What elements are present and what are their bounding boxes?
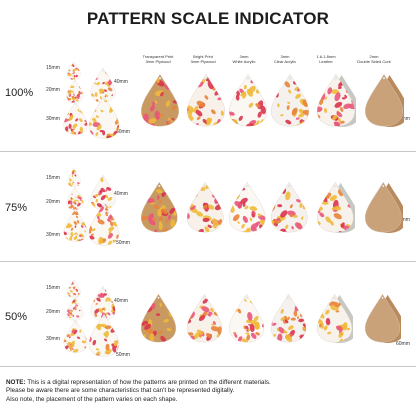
size-label: 50mm bbox=[116, 240, 130, 246]
section-divider bbox=[0, 261, 416, 262]
size-sample-50mm bbox=[88, 95, 120, 139]
material-sample bbox=[316, 73, 356, 127]
size-label: 30mm bbox=[46, 232, 60, 238]
section-divider bbox=[0, 366, 416, 367]
material-sample bbox=[186, 73, 226, 127]
size-sample-15mm bbox=[67, 168, 81, 187]
size-sample-40mm bbox=[90, 67, 116, 103]
material-sample bbox=[364, 181, 403, 233]
size-label: 50mm bbox=[116, 352, 130, 358]
material-sample bbox=[140, 73, 180, 127]
scale-label-100: 100% bbox=[5, 87, 34, 99]
size-label: 15mm bbox=[46, 285, 60, 291]
material-sample bbox=[186, 293, 223, 343]
size-label: 50mm bbox=[116, 129, 130, 135]
size-sample-15mm bbox=[67, 61, 81, 80]
material-sample bbox=[228, 293, 265, 343]
size-sample-15mm bbox=[67, 279, 81, 298]
size-label: 15mm bbox=[46, 175, 60, 181]
material-sample bbox=[270, 181, 308, 233]
size-sample-50mm bbox=[88, 313, 120, 357]
col-head-bright-plywood: Bright Print 3mm Plywood bbox=[190, 54, 216, 64]
section-divider bbox=[0, 151, 416, 152]
material-sample bbox=[270, 73, 310, 127]
material-sample bbox=[364, 293, 401, 343]
size-sample-20mm bbox=[66, 79, 84, 103]
material-sample bbox=[228, 73, 268, 127]
material-sample bbox=[316, 293, 353, 343]
material-sample bbox=[364, 73, 404, 127]
size-label: 30mm bbox=[46, 116, 60, 122]
scale-label-75: 75% bbox=[5, 202, 28, 214]
size-sample-50mm bbox=[88, 202, 120, 246]
col-head-white-acrylic: 3mm White Acrylic bbox=[232, 54, 256, 64]
size-label: 20mm bbox=[46, 199, 60, 205]
col-head-transparent-plywood: Transparent Print 3mm Plywood bbox=[142, 54, 174, 64]
size-label: 20mm bbox=[46, 309, 60, 315]
size-label: 20mm bbox=[46, 87, 60, 93]
material-sample bbox=[140, 181, 178, 233]
size-sample-20mm bbox=[66, 186, 84, 210]
size-sample-20mm bbox=[66, 297, 84, 321]
size-label: 40mm bbox=[114, 79, 128, 85]
size-sample-30mm bbox=[63, 101, 88, 135]
size-sample-40mm bbox=[90, 174, 116, 210]
size-label: 60mm bbox=[396, 217, 410, 223]
col-head-leather: 1.6-1.8mm Leather bbox=[316, 54, 336, 64]
scale-label-50: 50% bbox=[5, 311, 28, 323]
note-text: NOTE: This is a digital representation o… bbox=[6, 379, 271, 403]
material-sample bbox=[140, 293, 177, 343]
material-sample bbox=[270, 293, 307, 343]
material-sample bbox=[186, 181, 224, 233]
size-label: 40mm bbox=[114, 191, 128, 197]
material-sample bbox=[228, 181, 266, 233]
size-label: 30mm bbox=[46, 336, 60, 342]
material-sample bbox=[316, 181, 355, 233]
size-sample-30mm bbox=[63, 208, 88, 242]
page-title: PATTERN SCALE INDICATOR bbox=[86, 9, 330, 28]
size-label: 15mm bbox=[46, 65, 60, 71]
size-label: 60mm bbox=[396, 341, 410, 347]
col-head-cork: 2mm Double Sided Cork bbox=[357, 54, 391, 64]
col-head-clear-acrylic: 3mm Clear Acrylic bbox=[273, 54, 297, 64]
size-label: 40mm bbox=[114, 298, 128, 304]
size-sample-30mm bbox=[63, 319, 88, 353]
